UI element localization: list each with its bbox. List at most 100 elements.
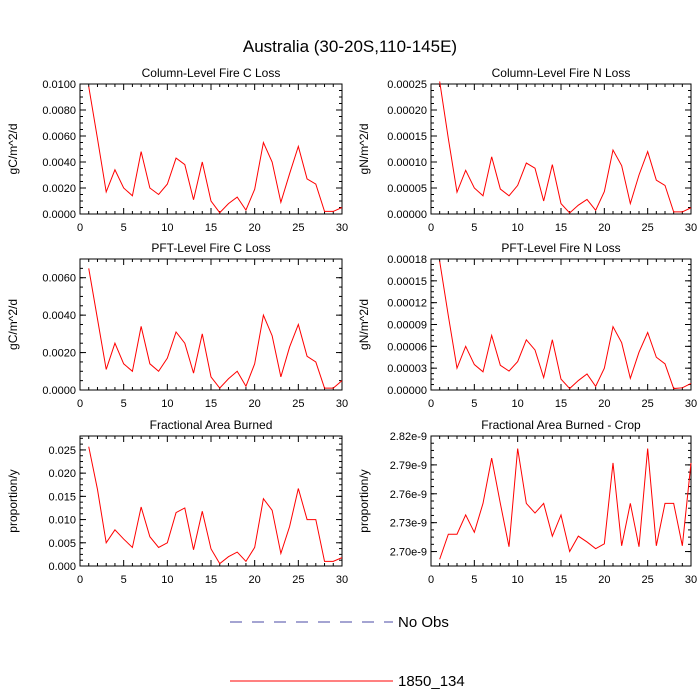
x-tick-label: 15 [205,574,217,586]
panel-title: PFT-Level Fire N Loss [501,241,620,255]
plot-frame [430,258,692,391]
x-tick-label: 20 [598,574,610,586]
x-tick-label: 30 [336,398,348,410]
y-axis-label: gN/m^2/d [357,299,371,350]
plot-frame [79,258,343,391]
y-axis-label: proportion/y [357,469,371,532]
legend-label-1850-134: 1850_134 [398,673,465,690]
x-tick-label: 10 [161,222,173,234]
x-tick-label: 15 [555,574,567,586]
x-tick-label: 25 [292,398,304,410]
y-axis-label: gC/m^2/d [6,299,20,350]
x-tick-label: 30 [685,398,697,410]
legend-label-no-obs: No Obs [398,614,449,631]
panel-title: Column-Level Fire N Loss [492,66,631,80]
series-line-1850_134 [439,448,692,560]
y-tick-label: 0.00000 [387,209,427,221]
legend: No Obs 1850_134 [230,614,465,690]
chart-panel-5: Fractional Area Burned proportion/y 0 5 10 15… [6,418,348,586]
x-tick-label: 20 [249,398,261,410]
y-tick-label: 0.00020 [387,105,427,117]
y-tick-label: 0.00012 [387,298,427,310]
chart-panel-2: Column-Level Fire N Loss gN/m^2/d 0 5 10 15 20… [357,66,697,234]
x-tick-label: 0 [428,222,434,234]
y-tick-label: 0.00009 [387,320,427,332]
figure-title: Australia (30-20S,110-145E) [243,37,457,56]
x-tick-label: 25 [642,398,654,410]
y-tick-label: 0.00018 [387,254,427,266]
series-line-1850_134 [88,86,343,214]
x-tick-label: 15 [555,398,567,410]
x-tick-label: 30 [685,574,697,586]
x-tick-label: 20 [249,574,261,586]
x-tick-label: 20 [598,398,610,410]
y-tick-label: 0.00015 [387,131,427,143]
y-tick-label: 0.0020 [42,183,76,195]
x-tick-label: 25 [292,574,304,586]
plot-frame [430,83,692,215]
y-tick-label: 0.0100 [42,79,76,91]
panels: Column-Level Fire C Loss gC/m^2/d 0 5 10 15 20… [6,66,697,586]
plot-frame [79,435,343,567]
y-tick-label: 0.005 [48,538,76,550]
y-tick-label: 0.00025 [387,79,427,91]
chart-panel-3: PFT-Level Fire C Loss gC/m^2/d 0 5 10 15 20 25 3… [6,241,348,410]
y-tick-label: 0.025 [48,445,76,457]
x-tick-label: 5 [121,398,127,410]
y-tick-label: 0.000 [48,561,76,573]
x-tick-label: 25 [642,574,654,586]
x-tick-label: 15 [205,398,217,410]
y-axis-label: gC/m^2/d [6,124,20,175]
series-line-1850_134 [439,261,692,390]
panel-title: Fractional Area Burned - Crop [481,418,641,432]
panel-title: Fractional Area Burned [150,418,273,432]
x-tick-label: 5 [121,574,127,586]
y-tick-label: 0.0080 [42,105,76,117]
x-tick-label: 15 [205,222,217,234]
x-tick-label: 20 [249,222,261,234]
chart-panel-6: Fractional Area Burned - Crop proportion/… [357,418,697,586]
y-tick-label: 0.00006 [387,341,427,353]
x-tick-label: 5 [121,222,127,234]
x-tick-label: 30 [336,222,348,234]
y-axis-label: proportion/y [6,469,20,532]
y-tick-label: 0.00010 [387,157,427,169]
y-axis-label: gN/m^2/d [357,124,371,175]
y-tick-label: 2.79e-9 [390,460,427,472]
y-tick-label: 0.00005 [387,183,427,195]
y-tick-label: 0.0060 [42,273,76,285]
panel-title: PFT-Level Fire C Loss [151,241,270,255]
x-tick-label: 25 [292,222,304,234]
x-tick-label: 10 [161,398,173,410]
y-tick-label: 0.0040 [42,157,76,169]
x-tick-label: 15 [555,222,567,234]
y-tick-label: 0.00003 [387,363,427,375]
y-tick-label: 0.0000 [42,209,76,221]
y-tick-label: 0.020 [48,468,76,480]
series-line-1850_134 [88,446,343,565]
x-tick-label: 5 [471,574,477,586]
x-tick-label: 10 [512,222,524,234]
y-tick-label: 2.70e-9 [390,547,427,559]
x-tick-label: 0 [428,398,434,410]
series-line-1850_134 [439,81,692,214]
x-tick-label: 20 [598,222,610,234]
y-tick-label: 0.0040 [42,310,76,322]
y-tick-label: 2.73e-9 [390,518,427,530]
y-tick-label: 0.015 [48,491,76,503]
plot-frame [79,83,343,215]
x-tick-label: 10 [512,398,524,410]
x-tick-label: 10 [161,574,173,586]
x-tick-label: 30 [685,222,697,234]
y-tick-label: 0.0020 [42,348,76,360]
x-tick-label: 25 [642,222,654,234]
y-tick-label: 0.00015 [387,276,427,288]
x-tick-label: 0 [77,398,83,410]
x-tick-label: 5 [471,398,477,410]
series-line-1850_134 [88,268,343,389]
y-tick-label: 0.0060 [42,131,76,143]
x-tick-label: 0 [77,574,83,586]
chart-panel-1: Column-Level Fire C Loss gC/m^2/d 0 5 10 15 20… [6,66,348,234]
chart-panel-4: PFT-Level Fire N Loss gN/m^2/d 0 5 10 15 20 25 3… [357,241,697,410]
